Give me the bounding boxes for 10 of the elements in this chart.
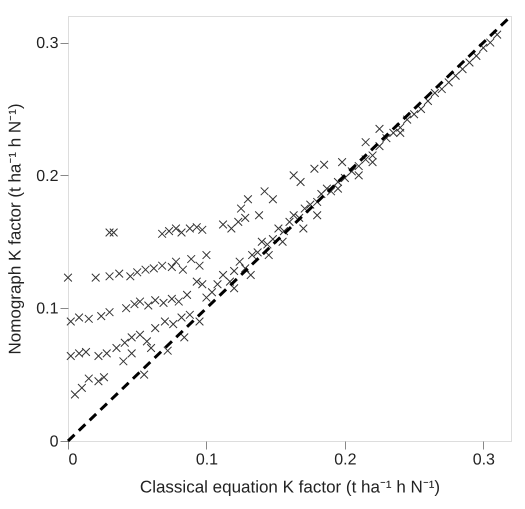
x-axis-title: Classical equation K factor (t ha⁻¹ h N⁻¹) [140, 478, 440, 496]
x-tick-label: 0.3 [472, 452, 496, 468]
y-axis-title: Nomograph K factor (t ha⁻¹ h N⁻¹) [5, 103, 24, 355]
y-tick-label: 0.1 [36, 300, 59, 318]
y-tick-label: 0 [50, 434, 59, 450]
x-tick-label: 0.1 [196, 452, 218, 468]
y-tick-label: 0.3 [36, 35, 59, 52]
x-tick-label: 0.2 [334, 452, 357, 468]
y-tick-label: 0.2 [36, 168, 59, 185]
x-tick-label: 0 [68, 452, 78, 468]
